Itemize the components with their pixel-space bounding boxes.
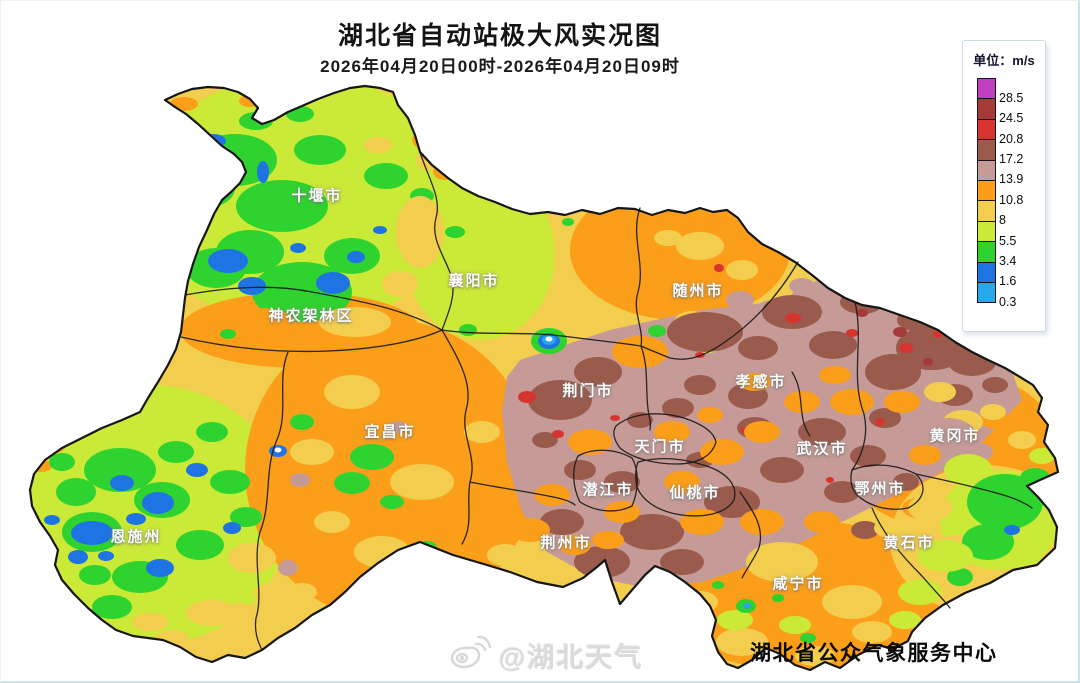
legend-value: 1.6 [999, 274, 1017, 289]
district-boundaries [180, 151, 1033, 651]
legend-value: 5.5 [999, 233, 1017, 248]
legend-value: 24.5 [999, 111, 1024, 126]
legend-value: 13.9 [999, 172, 1024, 187]
legend-swatch [977, 241, 996, 263]
legend-panel: 单位：m/s 28.5 24.5 20.8 17.2 13.9 10.8 8 5.5 3.4 1.… [962, 40, 1046, 332]
page-title: 湖北省自动站极大风实况图 [337, 22, 662, 50]
legend-row: 10.8 [977, 179, 1045, 206]
legend-value: 20.8 [999, 131, 1024, 146]
legend-value: 3.4 [999, 254, 1017, 269]
legend-swatch [977, 281, 996, 304]
legend-row: 20.8 [977, 118, 1045, 145]
legend-value: 28.5 [999, 90, 1024, 105]
legend-row: 13.9 [977, 159, 1045, 185]
watermark-text: @湖北天气 [499, 642, 644, 673]
legend-swatch [977, 98, 996, 120]
legend-value: 8 [999, 213, 1006, 228]
legend-swatch [977, 179, 996, 202]
legend-swatch [977, 118, 996, 141]
watermark: @湖北天气 [446, 634, 643, 676]
legend-value: 0.3 [999, 294, 1017, 309]
legend-swatch [977, 139, 996, 161]
legend-scale: 28.5 24.5 20.8 17.2 13.9 10.8 8 5.5 3.4 1.6 0.3 [977, 78, 1045, 308]
weibo-icon [450, 635, 492, 669]
legend-row: 0.3 [977, 281, 1045, 308]
legend-swatch [977, 261, 996, 283]
legend-swatch [977, 200, 996, 222]
legend-row: 1.6 [977, 261, 1045, 287]
province-outline [28, 84, 1060, 672]
publisher-credit: 湖北省公众气象服务中心 [750, 642, 998, 665]
legend-title: 单位：m/s [973, 53, 1035, 68]
legend-swatch [977, 78, 996, 100]
legend-row: 28.5 [977, 78, 1045, 104]
legend-value: 17.2 [999, 152, 1024, 167]
legend-value: 10.8 [999, 192, 1024, 207]
legend-row: 24.5 [977, 98, 1045, 124]
legend-row: 5.5 [977, 220, 1045, 247]
legend-swatch [977, 159, 996, 181]
time-range: 2026年04月20日00时-2026年04月20日09时 [320, 57, 680, 76]
legend-swatch [977, 220, 996, 243]
